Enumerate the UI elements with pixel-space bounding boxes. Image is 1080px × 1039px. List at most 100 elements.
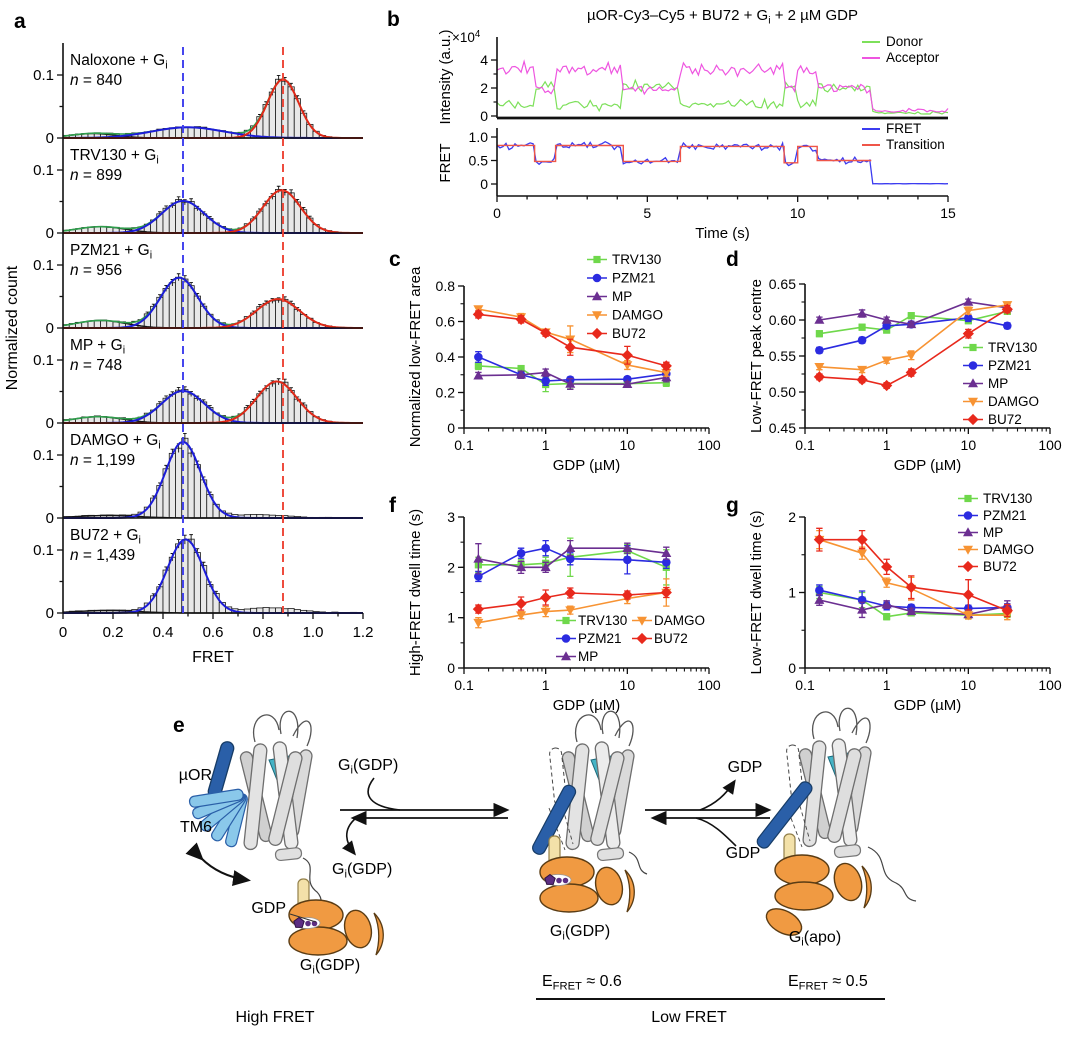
f-xtick: 10 xyxy=(620,677,636,693)
b-int-tick: 2 xyxy=(480,80,488,96)
a-xtick: 0 xyxy=(59,624,67,641)
b-scale-label: ×104 xyxy=(452,29,481,45)
g-ytick: 2 xyxy=(788,509,796,525)
gi-gdp-label-top: Gi(GDP) xyxy=(338,757,398,777)
a-ytick-0: 0 xyxy=(46,605,54,622)
g-xtick: 100 xyxy=(1038,677,1062,693)
f-series-pzm21 xyxy=(474,540,671,583)
a-xtick: 1.2 xyxy=(353,624,374,641)
d-ytick: 0.50 xyxy=(769,384,796,400)
b-ylabel-bottom: FRET xyxy=(437,143,454,182)
gi-gdp-label-release: Gi(GDP) xyxy=(332,861,392,881)
c-xtick: 100 xyxy=(697,437,721,453)
transition-trace xyxy=(497,144,872,164)
a-ytick-0: 0 xyxy=(46,225,54,242)
gdp-release-label: GDP xyxy=(728,759,763,776)
b-xlabel: Time (s) xyxy=(695,225,749,242)
legend-pzm21: PZM21 xyxy=(988,358,1032,373)
panel-g-letter: g xyxy=(726,494,739,517)
gdp-molecule xyxy=(544,873,556,885)
receptor-cartoon-left xyxy=(185,710,330,917)
histogram-bu72: 0.1 0 BU72 + Gin = 1,439 xyxy=(33,518,363,622)
histogram-damgo: 0.1 0 DAMGO + Gin = 1,199 xyxy=(33,423,363,527)
acceptor-trace xyxy=(496,59,949,113)
n-label: n = 748 xyxy=(70,357,122,374)
c-ytick: 0.2 xyxy=(436,385,456,401)
d-ytick: 0.55 xyxy=(769,348,796,364)
condition-label: Naloxone + Gi xyxy=(70,52,168,71)
g-series-bu72 xyxy=(813,527,1013,618)
condition-label: DAMGO + Gi xyxy=(70,432,161,451)
histogram-trv130: 0.1 0 TRV130 + Gin = 899 xyxy=(33,138,363,242)
legend-mp: MP xyxy=(988,376,1008,391)
gi-protein-apo xyxy=(765,833,872,936)
legend-damgo: DAMGO xyxy=(654,613,705,628)
a-ytick-0: 0 xyxy=(46,510,54,527)
histogram-pzm21: 0.1 0 PZM21 + Gin = 956 xyxy=(33,233,363,337)
a-ytick-01: 0.1 xyxy=(33,67,54,84)
g-legend: TRV130 PZM21 MP DAMGO BU72 xyxy=(958,491,1034,574)
legend-bu72: BU72 xyxy=(983,559,1017,574)
panel-e-cartoon-diagram: µOR TM6 GDP Gi(GDP) Gi(GDP) Gi(GDP) Gi(GDP) Gi(… xyxy=(179,707,917,1026)
g-xtick: 0.1 xyxy=(795,677,815,693)
a-ytick-0: 0 xyxy=(46,320,54,337)
condition-label: MP + Gi xyxy=(70,337,125,356)
f-ytick: 1 xyxy=(447,610,455,626)
legend-pzm21: PZM21 xyxy=(612,271,656,286)
receptor-cartoon-right xyxy=(756,707,917,902)
gi-protein-gdp xyxy=(539,835,635,913)
legend-trv130: TRV130 xyxy=(578,613,627,628)
legend-bu72: BU72 xyxy=(654,631,688,646)
panel-f-high-dwell-plot: 0 1 2 3 0.1 1 10 100 GDP (µM) High-FRET dwell tim… xyxy=(407,509,721,714)
c-xtick: 0.1 xyxy=(454,437,474,453)
a-ytick-0: 0 xyxy=(46,130,54,147)
c-series-pzm21 xyxy=(474,351,671,387)
receptor-cartoon-mid xyxy=(532,710,648,875)
c-xtick: 1 xyxy=(542,437,550,453)
c-ytick: 0.4 xyxy=(436,349,456,365)
condition-label: TRV130 + Gi xyxy=(70,147,159,166)
efret-05-label: EFRET ≈ 0.5 xyxy=(788,973,868,993)
g-ylabel: Low-FRET dwell time (s) xyxy=(748,511,765,675)
a-xtick: 0.4 xyxy=(153,624,174,641)
legend-damgo: DAMGO xyxy=(612,308,663,323)
f-legend: TRV130 PZM21 MP DAMGO BU72 xyxy=(556,613,705,664)
g-xlabel: GDP (µM) xyxy=(894,697,962,714)
high-fret-label: High FRET xyxy=(235,1009,314,1026)
g-xtick: 1 xyxy=(883,677,891,693)
d-ytick: 0.45 xyxy=(769,420,796,436)
b-xtick: 5 xyxy=(643,205,651,221)
b-int-tick: 4 xyxy=(480,52,488,68)
gdp-bind-label: GDP xyxy=(726,845,761,862)
legend-bu72: BU72 xyxy=(988,412,1022,427)
condition-label: BU72 + Gi xyxy=(70,527,141,546)
f-xtick: 0.1 xyxy=(454,677,474,693)
a-ylabel: Normalized count xyxy=(4,265,21,390)
a-xtick: 0.8 xyxy=(253,624,274,641)
a-ytick-01: 0.1 xyxy=(33,447,54,464)
legend-acceptor: Acceptor xyxy=(886,50,940,65)
c-ylabel: Normalized low-FRET area xyxy=(407,266,424,447)
b-title: µOR-Cy3–Cy5 + BU72 + Gi + 2 µM GDP xyxy=(587,7,858,26)
f-ytick: 3 xyxy=(447,509,455,525)
a-ytick-01: 0.1 xyxy=(33,257,54,274)
n-label: n = 840 xyxy=(70,72,123,89)
d-series-bu72 xyxy=(813,303,1013,392)
f-xtick: 1 xyxy=(542,677,550,693)
panel-b-letter: b xyxy=(387,8,400,31)
legend-mp: MP xyxy=(983,525,1003,540)
c-ytick: 0 xyxy=(447,420,455,436)
b-fret-tick: 0.5 xyxy=(469,153,489,169)
legend-mp: MP xyxy=(578,649,598,664)
d-legend: TRV130 PZM21 MP DAMGO BU72 xyxy=(963,340,1039,427)
n-label: n = 956 xyxy=(70,262,122,279)
legend-trv130: TRV130 xyxy=(612,252,661,267)
c-series-mp xyxy=(473,367,672,390)
a-ytick-01: 0.1 xyxy=(33,352,54,369)
legend-transition: Transition xyxy=(886,137,945,152)
f-ytick: 2 xyxy=(447,559,455,575)
g-xtick: 10 xyxy=(961,677,977,693)
legend-damgo: DAMGO xyxy=(983,542,1034,557)
panel-c-low-fret-area-plot: 0 0.2 0.4 0.6 0.8 0.1 1 10 100 GDP (µM) Normalized… xyxy=(407,252,721,474)
